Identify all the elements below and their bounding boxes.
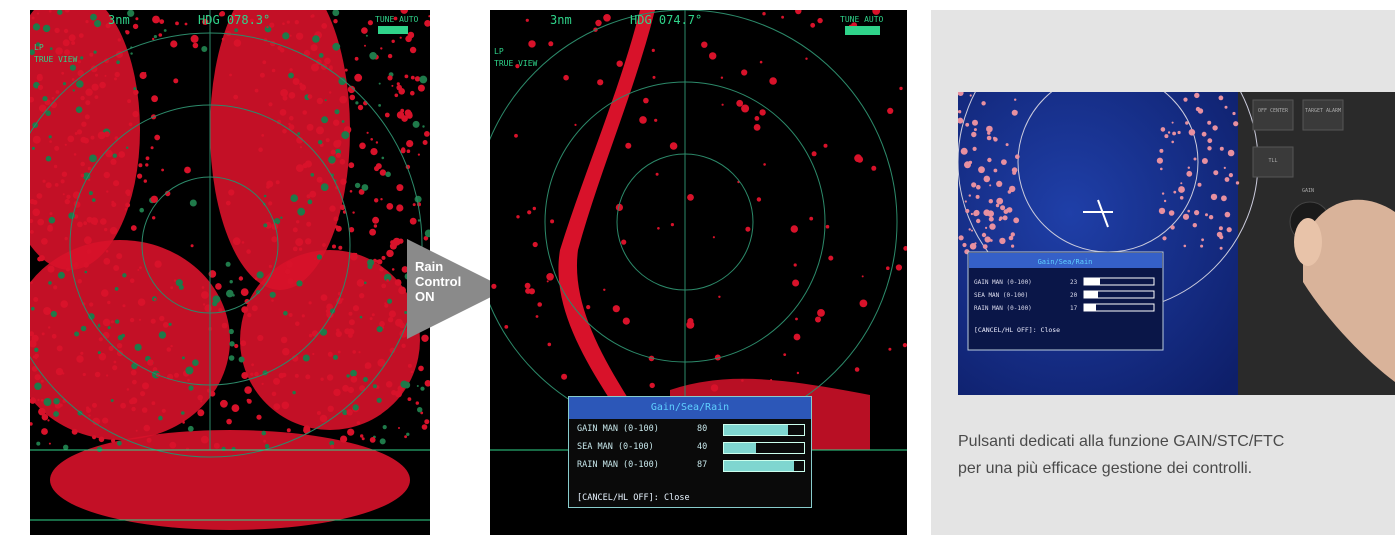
caption-text: Pulsanti dedicati alla funzione GAIN/STC… (958, 428, 1395, 482)
svg-text:RAIN MAN (0-100): RAIN MAN (0-100) (974, 305, 1032, 312)
view-label: TRUE VIEW (494, 59, 538, 68)
svg-text:GAIN MAN (0-100): GAIN MAN (0-100) (974, 279, 1032, 286)
key-label: TLL (1268, 158, 1277, 164)
svg-text:[CANCEL/HL OFF]: Close: [CANCEL/HL OFF]: Close (974, 326, 1060, 334)
rain-control-arrow: Rain Control ON (407, 239, 507, 339)
key-label: GAIN (1302, 188, 1314, 194)
heading-readout: HDG 074.7° (630, 13, 702, 27)
level-bar (723, 424, 805, 436)
mode-label: LP (494, 47, 504, 56)
range-label: 3nm (550, 13, 572, 27)
key-label: TARGET ALARM (1305, 108, 1341, 114)
menu-footer: [CANCEL/HL OFF]: Close (577, 493, 690, 503)
gain-sea-rain-menu: Gain/Sea/Rain GAIN MAN (0-100) 80 SEA MA… (568, 396, 812, 508)
radar-before-image: 3nm HDG 078.3° TUNE AUTO LP TRUE VIEW (30, 10, 430, 535)
echo-clutter-group (30, 10, 430, 530)
svg-text:SEA MAN (0-100): SEA MAN (0-100) (974, 292, 1028, 299)
svg-text:20: 20 (1070, 292, 1078, 299)
photo-menu: Gain/Sea/Rain GAIN MAN (0-100) 23 SEA MA… (967, 251, 1164, 351)
arrow-label: Rain Control ON (415, 259, 475, 304)
echo-group (958, 92, 1240, 255)
rain-row: RAIN MAN (0-100) 87 (569, 458, 811, 473)
arrow-label-line3: ON (415, 289, 435, 304)
mode-label: LP (34, 43, 44, 52)
caption-line2: per una più efficace gestione dei contro… (958, 460, 1253, 477)
radar-after-image: 3nm HDG 074.7° TUNE AUTO LP TRUE VIEW Ga… (490, 10, 907, 535)
svg-text:23: 23 (1070, 279, 1078, 286)
control-panel-photo: Gain/Sea/Rain GAIN MAN (0-100) 23 SEA MA… (958, 92, 1395, 395)
menu-title: Gain/Sea/Rain (1038, 258, 1093, 266)
gain-row: GAIN MAN (0-100) 80 (569, 422, 811, 437)
tune-label: TUNE AUTO (840, 15, 884, 24)
heading-readout: HDG 078.3° (198, 13, 270, 27)
echo-coastline-group (491, 10, 907, 450)
key-label: OFF CENTER (1258, 108, 1289, 114)
level-bar (723, 460, 805, 472)
arrow-label-line1: Rain (415, 259, 444, 274)
arrow-label-line2: Control (415, 274, 462, 289)
sea-row: SEA MAN (0-100) 40 (569, 440, 811, 455)
caption-line1: Pulsanti dedicati alla funzione GAIN/STC… (958, 433, 1285, 450)
tune-label: TUNE AUTO (375, 15, 419, 24)
range-label: 3nm (108, 13, 130, 27)
menu-title: Gain/Sea/Rain (569, 397, 811, 419)
svg-text:17: 17 (1070, 305, 1078, 312)
level-bar (723, 442, 805, 454)
view-label: TRUE VIEW (34, 55, 78, 64)
